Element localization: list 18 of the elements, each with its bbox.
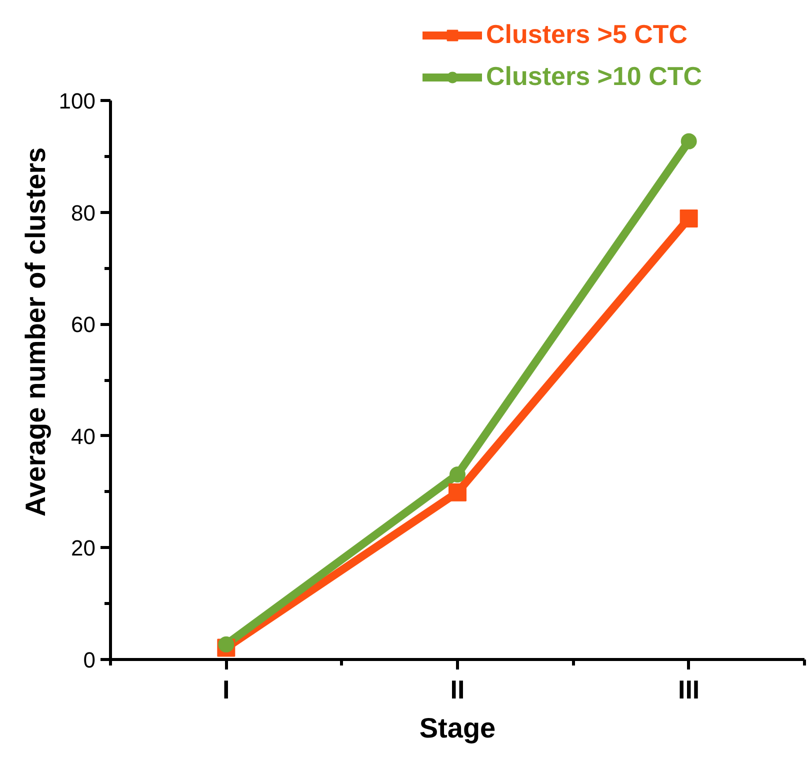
y-tick-label: 40 [71, 424, 96, 449]
x-tick-label: II [450, 674, 465, 704]
point [218, 636, 234, 652]
y-tick-label: 0 [83, 648, 96, 672]
y-axis-title: Average number of clusters [20, 147, 51, 517]
x-tick-label: III [678, 674, 700, 704]
legend-label: Clusters >10 CTC [486, 61, 702, 92]
x-tick-label: I [222, 674, 230, 704]
legend-label: Clusters >5 CTC [486, 19, 688, 50]
y-tick-label: 80 [71, 200, 96, 226]
x-axis-title: Stage [419, 712, 496, 744]
point [680, 209, 698, 228]
point [448, 483, 466, 502]
point [450, 466, 466, 482]
point [680, 133, 697, 150]
y-tick-label: 60 [71, 312, 96, 338]
y-tick-label: 100 [58, 88, 96, 114]
y-tick-label: 20 [71, 536, 96, 561]
